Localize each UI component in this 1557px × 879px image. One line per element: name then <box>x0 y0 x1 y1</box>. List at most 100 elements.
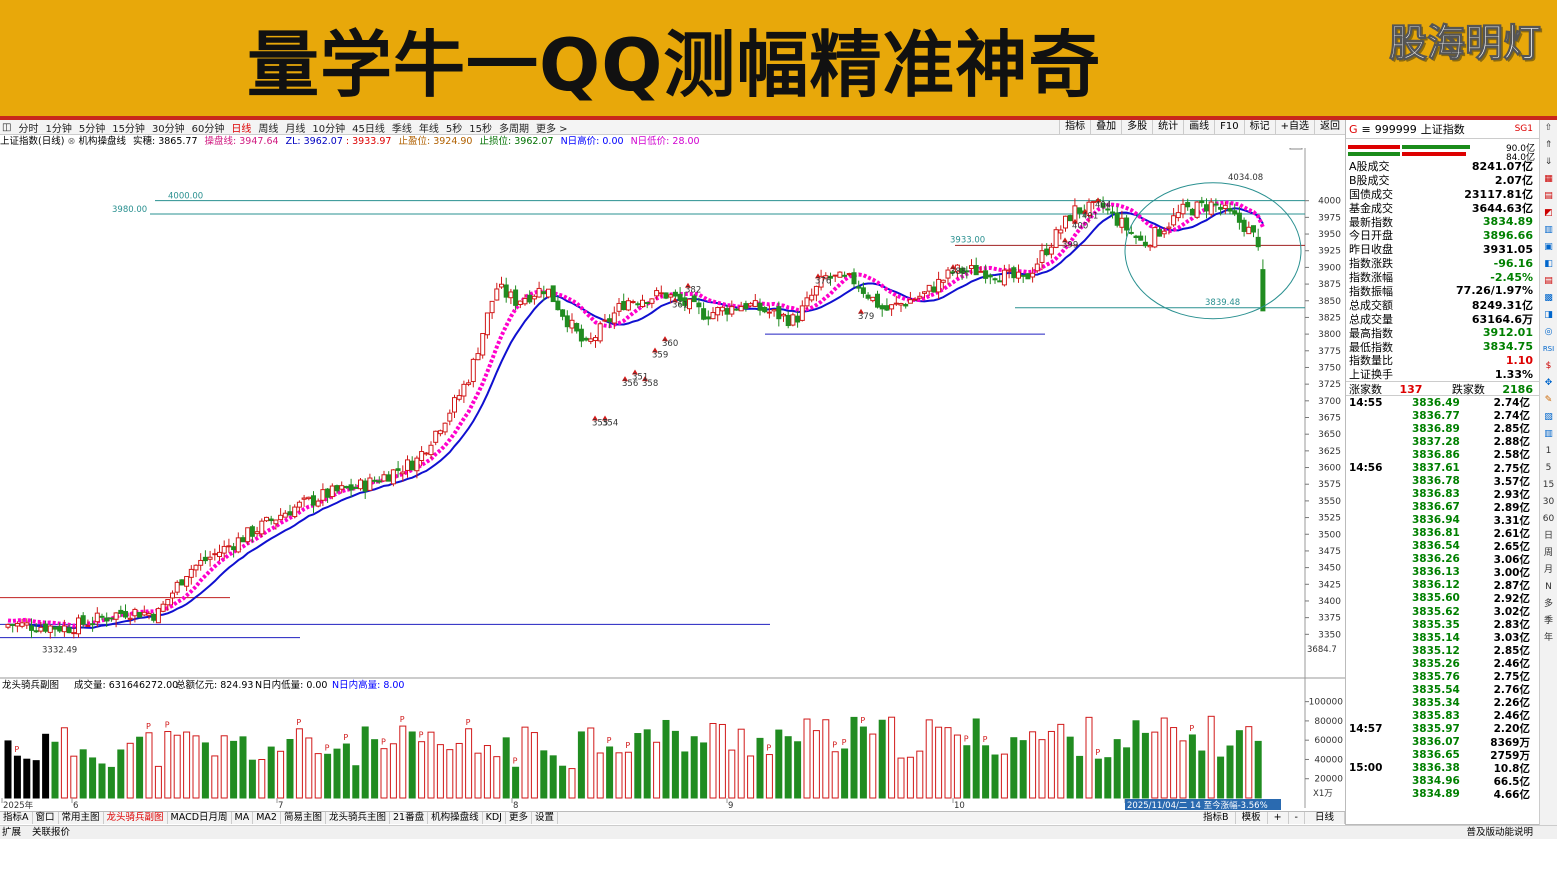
rsi-icon[interactable]: RSI <box>1542 345 1555 353</box>
quote-row-label: 最高指数 <box>1349 326 1393 340</box>
period-tab[interactable]: 更多 > <box>535 123 568 135</box>
table-icon[interactable]: ▥ <box>1544 225 1553 235</box>
quote-row: 最新指数 3834.89 <box>1346 215 1539 229</box>
sidebar-period[interactable]: 多 <box>1543 599 1553 609</box>
volume-p-marker: P <box>983 735 988 744</box>
indicator-icon[interactable]: ⊗ <box>67 136 79 147</box>
list-icon[interactable]: ▤ <box>1544 276 1553 286</box>
period-tab[interactable]: 多周期 <box>498 123 529 135</box>
period-tab[interactable]: 日线 <box>231 123 252 135</box>
indicator-tab[interactable]: 指标A <box>0 812 33 824</box>
quote-row-value: 1.10 <box>1505 353 1533 367</box>
toolbar-btn[interactable]: 多股 <box>1121 120 1152 134</box>
toolbar-btn[interactable]: 指标 <box>1059 120 1090 134</box>
chart-icon[interactable]: ▤ <box>1544 191 1553 201</box>
candle-body <box>503 284 509 298</box>
period-tab[interactable]: 月线 <box>285 123 306 135</box>
period-tab[interactable]: 45日线 <box>352 123 385 135</box>
move-icon[interactable]: ✥ <box>1544 378 1553 388</box>
period-tab[interactable]: 5秒 <box>445 123 463 135</box>
arrow-down-icon[interactable]: ⇓ <box>1544 157 1553 167</box>
ai-icon[interactable]: ◨ <box>1544 310 1553 320</box>
fa-icon[interactable]: ◧ <box>1544 259 1553 269</box>
tick-price: 3836.67 <box>1412 501 1460 514</box>
toolbar-btn[interactable]: 返回 <box>1314 120 1345 134</box>
status-related[interactable]: 关联报价 <box>32 827 71 838</box>
indicator-tab[interactable]: MACD日月周 <box>168 812 232 824</box>
arrow-dbl-up-icon[interactable]: ⇑ <box>1544 140 1553 150</box>
bottom-right-tab[interactable]: 模板 <box>1236 812 1268 824</box>
period-tab[interactable]: 15秒 <box>469 123 492 135</box>
bottom-right-tab[interactable]: + <box>1268 812 1289 824</box>
n-low-value: N日低价: 28.00 <box>630 136 700 147</box>
bottom-right-tab[interactable]: - <box>1289 812 1305 824</box>
menu-icon[interactable]: ≡ <box>1361 122 1371 136</box>
circle-icon[interactable]: ◎ <box>1544 327 1553 337</box>
candle-body <box>38 626 44 632</box>
toolbar-menu-icon[interactable]: ◫ <box>2 121 12 133</box>
sidebar-period[interactable]: 60 <box>1542 514 1555 524</box>
f10-icon[interactable]: ▣ <box>1544 242 1553 252</box>
sidebar-period[interactable]: 日 <box>1543 531 1553 541</box>
sidebar-period[interactable]: 季 <box>1543 616 1553 626</box>
period-tab[interactable]: 15分钟 <box>112 123 145 135</box>
indicator-tab[interactable]: 21番盘 <box>390 812 429 824</box>
indicator-tab[interactable]: 龙头骑兵副图 <box>104 812 168 824</box>
quote-flag-icon[interactable]: G <box>1349 122 1358 136</box>
period-tab[interactable]: 10分钟 <box>312 123 346 135</box>
indicator-tab[interactable]: 常用主图 <box>59 812 104 824</box>
sidebar-period[interactable]: 30 <box>1542 497 1555 507</box>
money-icon[interactable]: $ <box>1545 361 1552 371</box>
sidebar-period[interactable]: N <box>1545 582 1552 592</box>
period-tab[interactable]: 5分钟 <box>78 123 106 135</box>
kline-chart[interactable]: 4000 3975 3950 3925 3900 3875 3850 3825 3800 3775… <box>0 148 1345 818</box>
volume-bar <box>483 745 491 799</box>
period-tab[interactable]: 周线 <box>258 123 279 135</box>
indicator-tab[interactable]: KDJ <box>483 812 506 824</box>
tick-price: 3836.12 <box>1412 579 1460 592</box>
indicator-tab[interactable]: 更多 <box>506 812 532 824</box>
fs-icon[interactable]: ▧ <box>1544 412 1553 422</box>
toolbar-btn[interactable]: 标记 <box>1243 120 1275 134</box>
sidebar-period[interactable]: 年 <box>1543 633 1553 643</box>
toolbar-btn[interactable]: 画线 <box>1183 120 1214 134</box>
candle-body <box>405 459 410 471</box>
indicator-tab[interactable]: 机构操盘线 <box>428 812 483 824</box>
tick-list[interactable]: 14:55 3836.49 2.74亿 3836.77 2.74亿 3836.89 2.85… <box>1346 396 1539 801</box>
period-tab[interactable]: 60分钟 <box>191 123 225 135</box>
toolbar-btn[interactable]: +自选 <box>1274 120 1314 134</box>
month-label: 9 <box>728 801 733 811</box>
indicator-tab[interactable]: 设置 <box>532 812 559 824</box>
tick-row: 3836.13 3.00亿 <box>1346 566 1539 579</box>
sidebar-period[interactable]: 5 <box>1545 463 1552 473</box>
toolbar-btn[interactable]: 统计 <box>1152 120 1183 134</box>
indicator-tab[interactable]: MA <box>232 812 254 824</box>
arrow-up-icon[interactable]: ⇧ <box>1544 123 1553 133</box>
toolbar-btn[interactable]: 叠加 <box>1090 120 1121 134</box>
status-expand[interactable]: 扩展 <box>2 827 22 838</box>
status-help[interactable]: 普及版动能说明 <box>1466 827 1533 838</box>
pen-icon[interactable]: ✎ <box>1544 395 1553 405</box>
toolbar-btn[interactable]: F10 <box>1214 120 1243 134</box>
grid-icon[interactable]: ▦ <box>1544 174 1553 184</box>
period-tab[interactable]: 年线 <box>418 123 439 135</box>
sidebar-period[interactable]: 1 <box>1545 446 1552 456</box>
candle-body <box>358 479 363 490</box>
indicator-tab[interactable]: 窗口 <box>33 812 59 824</box>
indicator-tab[interactable]: 龙头骑兵主图 <box>326 812 391 824</box>
period-tab[interactable]: 30分钟 <box>151 123 185 135</box>
bars-icon[interactable]: ▥ <box>1544 429 1553 439</box>
period-tab[interactable]: 分时 <box>18 123 39 135</box>
chart-close-icon[interactable] <box>1289 148 1303 150</box>
period-tab[interactable]: 1分钟 <box>45 123 72 135</box>
indicator-tab[interactable]: MA2 <box>253 812 281 824</box>
fz-icon[interactable]: ▩ <box>1544 293 1553 303</box>
sidebar-period[interactable]: 月 <box>1543 565 1553 575</box>
line-icon[interactable]: ◩ <box>1544 208 1553 218</box>
period-tab[interactable]: 季线 <box>391 123 412 135</box>
candle-body <box>813 285 819 296</box>
indicator-tab[interactable]: 简易主图 <box>281 812 326 824</box>
bottom-right-tab[interactable]: 指标B <box>1197 812 1236 824</box>
sidebar-period[interactable]: 周 <box>1543 548 1553 558</box>
sidebar-period[interactable]: 15 <box>1542 480 1555 490</box>
